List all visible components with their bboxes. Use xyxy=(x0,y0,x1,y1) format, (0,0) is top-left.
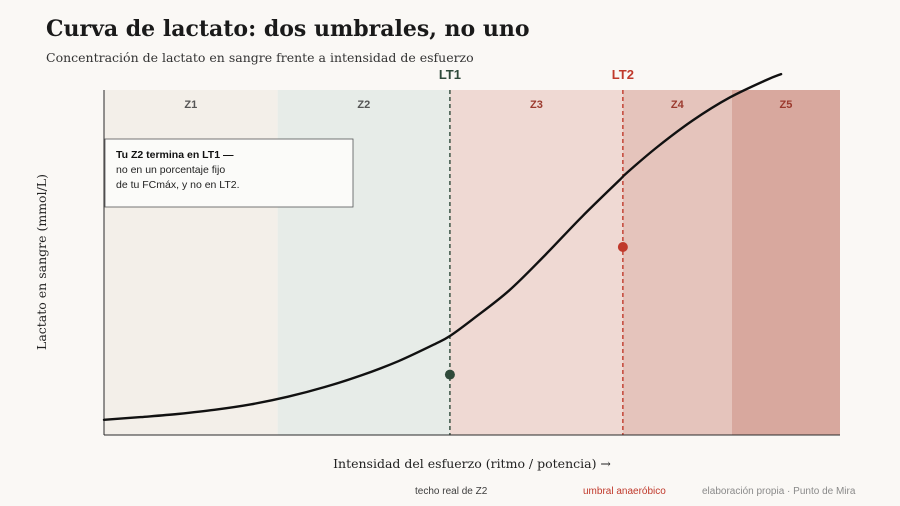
annotation-line-2: de tu FCmáx, y no en LT2. xyxy=(116,179,240,191)
threshold-points xyxy=(444,241,628,380)
y-axis-label: Lactato en sangre (mmol/L) xyxy=(34,174,49,350)
footer-source: elaboración propia · Punto de Mira xyxy=(702,486,856,497)
x-axis-label: Intensidad del esfuerzo (ritmo / potenci… xyxy=(333,456,611,471)
annotation-line-1: no en un porcentaje fijo xyxy=(116,164,225,176)
lt1-point xyxy=(444,369,455,380)
chart-title: Curva de lactato: dos umbrales, no uno xyxy=(46,16,530,42)
lt2-point xyxy=(617,241,628,252)
annotation-bold-line: Tu Z2 termina en LT1 — xyxy=(116,149,234,161)
zone-bands xyxy=(104,90,840,435)
zone-label-z2: Z2 xyxy=(357,99,370,111)
zone-band-z4 xyxy=(622,90,732,435)
annotation-box: Tu Z2 termina en LT1 — no en un porcenta… xyxy=(104,138,354,208)
zone-label-z1: Z1 xyxy=(184,99,197,111)
lactate-curve-line xyxy=(102,72,783,421)
footer-lt1-caption: techo real de Z2 xyxy=(415,486,488,497)
zone-label-z4: Z4 xyxy=(671,99,685,111)
lt1-label: LT1 xyxy=(439,67,461,82)
zone-label-z3: Z3 xyxy=(530,99,543,111)
zone-labels: Z1 Z2 Z3 Z4 Z5 xyxy=(184,99,792,111)
zone-band-z5 xyxy=(731,90,840,435)
zone-label-z5: Z5 xyxy=(779,99,792,111)
annotation-frame xyxy=(104,138,354,208)
chart-subtitle: Concentración de lactato en sangre frent… xyxy=(46,50,474,65)
lt2-label: LT2 xyxy=(612,67,634,82)
footer-lt2-caption: umbral anaeróbico xyxy=(583,486,666,497)
axes xyxy=(103,90,840,436)
